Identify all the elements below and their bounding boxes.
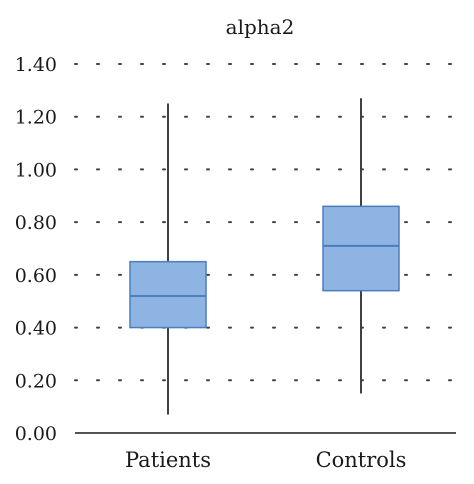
y-tick-label: 0.60 bbox=[15, 265, 57, 287]
y-tick-label: 0.20 bbox=[15, 370, 57, 392]
y-axis-ticks: 0.00 0.20 0.40 0.60 0.80 1.00 1.20 1.40 bbox=[15, 54, 57, 445]
box-controls bbox=[322, 98, 400, 394]
y-tick-label: 1.00 bbox=[15, 159, 57, 181]
x-category-label: Controls bbox=[316, 448, 407, 472]
y-tick-label: 1.40 bbox=[15, 54, 57, 76]
box-patients bbox=[129, 103, 207, 415]
interquartile-box bbox=[129, 260, 207, 329]
box-series bbox=[129, 98, 400, 415]
x-category-label: Patients bbox=[125, 448, 211, 472]
x-axis-categories: Patients Controls bbox=[125, 448, 406, 472]
y-tick-label: 0.40 bbox=[15, 318, 57, 340]
y-tick-label: 1.20 bbox=[15, 107, 57, 129]
interquartile-box bbox=[322, 205, 400, 292]
y-tick-label: 0.00 bbox=[15, 423, 57, 445]
chart-title: alpha2 bbox=[226, 15, 295, 39]
y-tick-label: 0.80 bbox=[15, 212, 57, 234]
